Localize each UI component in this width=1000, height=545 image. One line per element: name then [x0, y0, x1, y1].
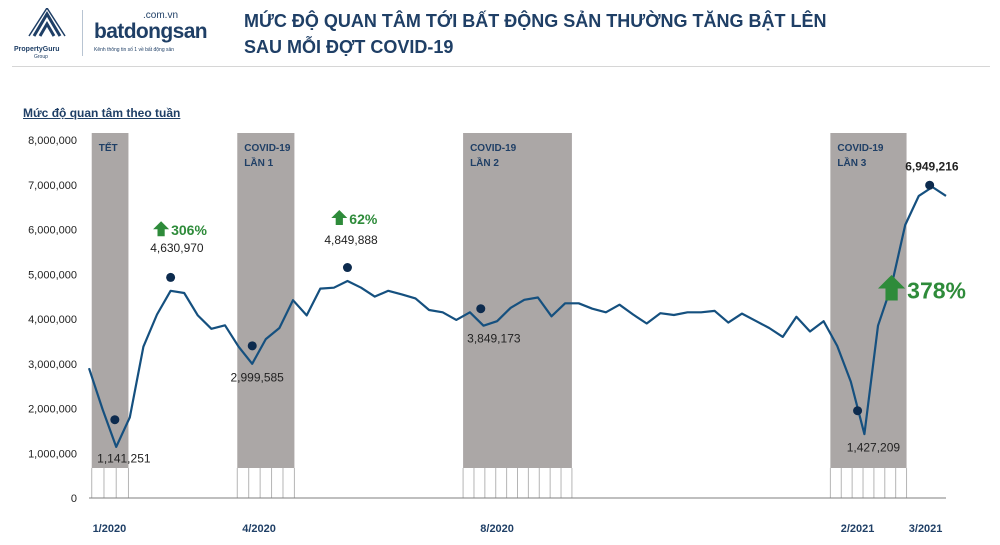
- data-point-label: 4,849,888: [324, 233, 378, 247]
- header-divider: [12, 66, 990, 67]
- data-point-label: 2,999,585: [230, 371, 284, 385]
- growth-percent-label: 62%: [349, 211, 378, 227]
- data-point-marker: [166, 272, 176, 282]
- header: PropertyGuru Group .com.vn batdongsan Kê…: [0, 0, 1000, 82]
- event-band-2: [463, 133, 572, 468]
- data-point-marker: [925, 180, 935, 190]
- propertyguru-house-icon: [28, 6, 66, 37]
- page-title-line1: MỨC ĐỘ QUAN TÂM TỚI BẤT ĐỘNG SẢN THƯỜNG …: [244, 11, 827, 31]
- y-tick-label: 8,000,000: [28, 135, 77, 147]
- data-point-marker: [110, 415, 120, 425]
- event-band-label: TẾT: [99, 141, 118, 154]
- growth-percent-label: 378%: [907, 278, 966, 304]
- series-line: [87, 185, 947, 448]
- page-title-line2: SAU MỖI ĐỢT COVID-19: [244, 37, 454, 57]
- y-tick-label: 0: [71, 493, 77, 505]
- propertyguru-logo-text: PropertyGuru: [14, 46, 60, 53]
- growth-percent-label: 306%: [171, 222, 207, 238]
- growth-arrow-icon: [331, 210, 348, 226]
- data-point-marker: [853, 406, 863, 416]
- data-point-marker: [476, 304, 486, 314]
- y-tick-label: 7,000,000: [28, 180, 77, 192]
- x-tick-label: 1/2020: [93, 523, 127, 535]
- data-point-label: 4,630,970: [150, 241, 204, 255]
- x-tick-label: 8/2020: [480, 523, 514, 535]
- data-point-marker: [342, 263, 352, 273]
- event-band-3: [830, 133, 907, 468]
- growth-arrow-icon: [877, 274, 906, 301]
- event-band-label: COVID-19: [470, 143, 517, 154]
- data-point-label: 3,849,173: [467, 331, 521, 345]
- batdongsan-tagline: Kênh thông tin số 1 về bất động sản: [94, 47, 175, 53]
- x-tick-label: 4/2020: [242, 523, 276, 535]
- batdongsan-name: batdongsan: [94, 20, 208, 43]
- y-tick-label: 6,000,000: [28, 225, 77, 237]
- batdongsan-domain: .com.vn: [143, 10, 179, 21]
- data-point-marker: [247, 341, 257, 351]
- propertyguru-logo-sub: Group: [34, 54, 48, 60]
- event-band-label: LẦN 1: [244, 156, 273, 169]
- growth-arrow-icon: [153, 221, 170, 237]
- y-axis-title: Mức độ quan tâm theo tuần: [23, 106, 181, 120]
- y-tick-label: 3,000,000: [28, 359, 77, 371]
- y-tick-label: 4,000,000: [28, 314, 77, 326]
- y-tick-label: 2,000,000: [28, 404, 77, 416]
- event-band-1: [237, 133, 295, 468]
- data-point-label: 6,949,216: [905, 159, 959, 173]
- data-point-label: 1,141,251: [97, 452, 151, 466]
- event-band-label: COVID-19: [837, 143, 884, 154]
- batdongsan-logo[interactable]: .com.vn batdongsan Kênh thông tin số 1 v…: [88, 8, 208, 58]
- logo-divider: [82, 10, 83, 56]
- event-band-label: LẦN 2: [470, 156, 499, 169]
- y-tick-label: 5,000,000: [28, 269, 77, 281]
- event-band-0: [91, 133, 129, 468]
- propertyguru-logo[interactable]: PropertyGuru Group: [12, 6, 82, 60]
- page-title: MỨC ĐỘ QUAN TÂM TỚI BẤT ĐỘNG SẢN THƯỜNG …: [244, 8, 827, 60]
- event-band-label: LẦN 3: [837, 156, 866, 169]
- x-tick-label: 3/2021: [909, 523, 943, 535]
- event-band-label: COVID-19: [244, 143, 291, 154]
- y-tick-label: 1,000,000: [28, 448, 77, 460]
- x-tick-label: 2/2021: [841, 523, 875, 535]
- data-point-label: 1,427,209: [847, 440, 901, 454]
